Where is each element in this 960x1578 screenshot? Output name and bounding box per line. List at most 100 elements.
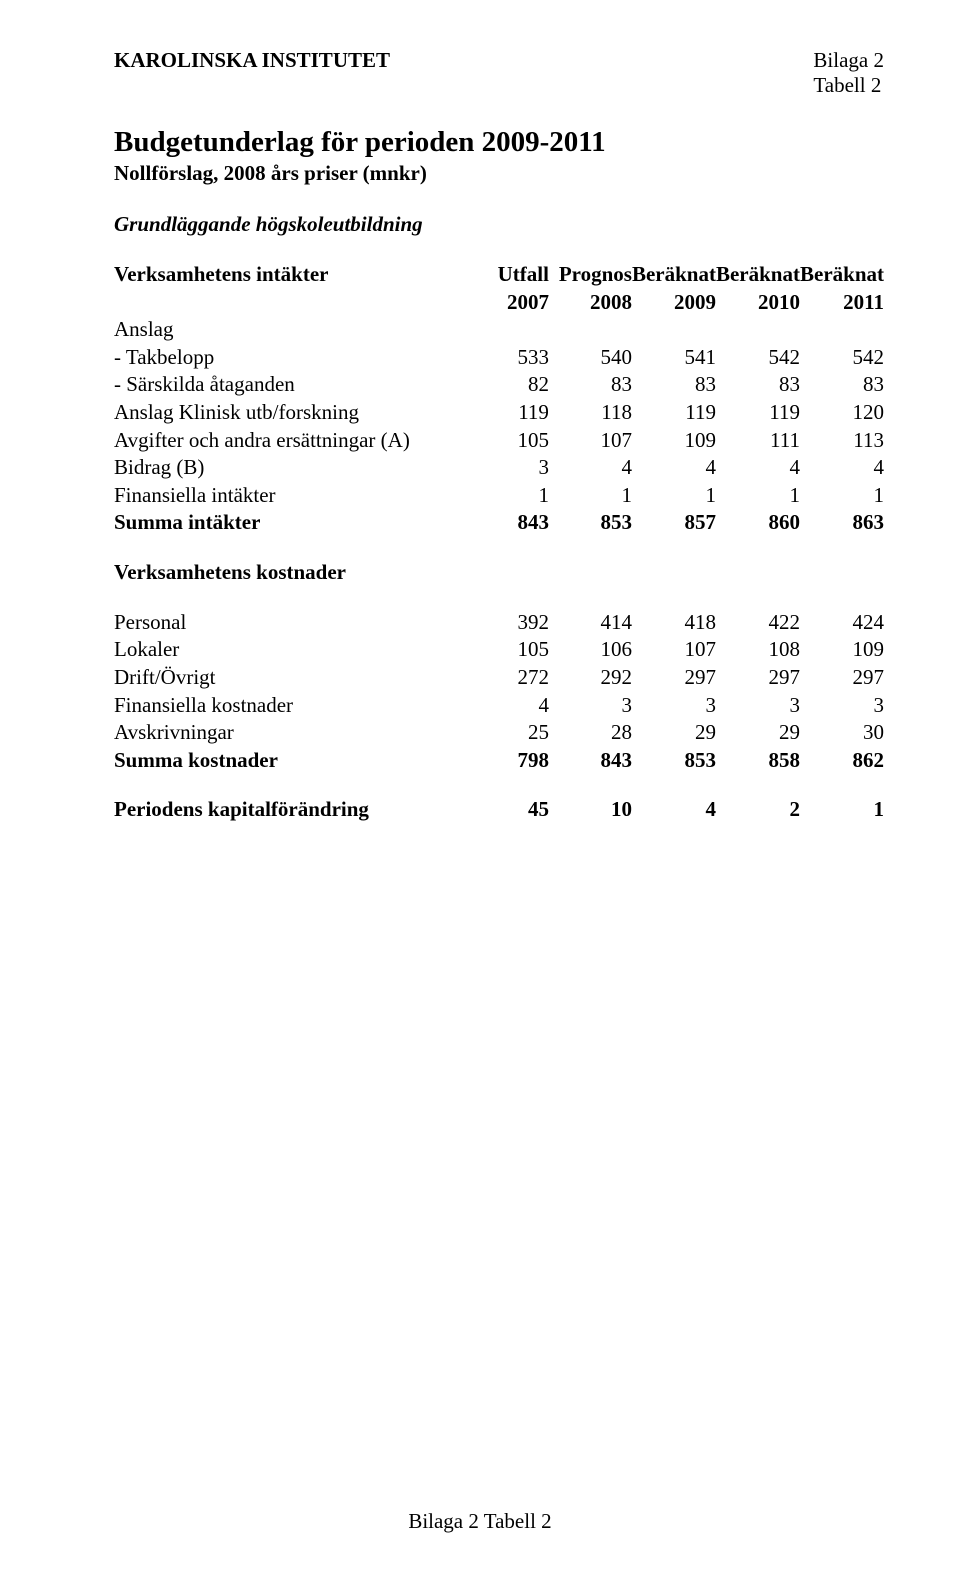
period-value: 4 — [632, 796, 716, 824]
row-value: 107 — [632, 636, 716, 664]
table-row: Avskrivningar 25 28 29 29 30 — [114, 719, 884, 747]
row-value: 533 — [466, 344, 549, 372]
row-value: 424 — [800, 609, 884, 637]
row-label: Lokaler — [114, 636, 466, 664]
row-value: 297 — [716, 664, 800, 692]
row-value: 1 — [632, 482, 716, 510]
col-year: 2007 — [466, 289, 549, 317]
row-value: 1 — [716, 482, 800, 510]
col-year: 2011 — [800, 289, 884, 317]
row-label: - Takbelopp — [114, 344, 466, 372]
sum-value: 843 — [466, 509, 549, 537]
row-value: 4 — [466, 692, 549, 720]
row-value: 3 — [632, 692, 716, 720]
row-value: 3 — [716, 692, 800, 720]
row-value: 418 — [632, 609, 716, 637]
row-label: Finansiella kostnader — [114, 692, 466, 720]
row-label: Avgifter och andra ersättningar (A) — [114, 427, 466, 455]
row-value: 105 — [466, 427, 549, 455]
sum-value: 857 — [632, 509, 716, 537]
row-value: 83 — [800, 371, 884, 399]
sum-value: 863 — [800, 509, 884, 537]
attachment-ref: Bilaga 2 Tabell 2 — [813, 48, 884, 98]
sum-value: 858 — [716, 747, 800, 775]
period-value: 45 — [466, 796, 549, 824]
sum-value: 853 — [549, 509, 632, 537]
main-title: Budgetunderlag för perioden 2009-2011 — [114, 126, 884, 159]
row-value: 414 — [549, 609, 632, 637]
row-value: 1 — [800, 482, 884, 510]
period-label: Periodens kapitalförändring — [114, 796, 466, 824]
period-value: 10 — [549, 796, 632, 824]
col-head: Beräknat — [716, 261, 800, 289]
sum-value: 862 — [800, 747, 884, 775]
row-value: 109 — [800, 636, 884, 664]
page-footer: Bilaga 2 Tabell 2 — [0, 1509, 960, 1534]
row-value: 29 — [632, 719, 716, 747]
row-value: 28 — [549, 719, 632, 747]
col-year: 2010 — [716, 289, 800, 317]
col-year: 2009 — [632, 289, 716, 317]
row-value: 292 — [549, 664, 632, 692]
kostnader-heading: Verksamhetens kostnader — [114, 559, 466, 587]
row-value: 3 — [800, 692, 884, 720]
row-label: - Särskilda åtaganden — [114, 371, 466, 399]
row-value: 540 — [549, 344, 632, 372]
intakter-heading: Verksamhetens intäkter — [114, 261, 466, 289]
col-head: Prognos — [549, 261, 632, 289]
row-value: 3 — [549, 692, 632, 720]
column-header-row-1: Verksamhetens intäkter Utfall Prognos Be… — [114, 261, 884, 289]
page-header: KAROLINSKA INSTITUTET Bilaga 2 Tabell 2 — [114, 48, 884, 98]
row-value: 83 — [549, 371, 632, 399]
spacer-row — [114, 774, 884, 796]
budget-table: Verksamhetens intäkter Utfall Prognos Be… — [114, 261, 884, 824]
row-label: Finansiella intäkter — [114, 482, 466, 510]
sum-row: Summa intäkter 843 853 857 860 863 — [114, 509, 884, 537]
row-value: 392 — [466, 609, 549, 637]
sum-value: 843 — [549, 747, 632, 775]
row-value: 25 — [466, 719, 549, 747]
col-head: Beräknat — [632, 261, 716, 289]
row-value: 29 — [716, 719, 800, 747]
row-value: 109 — [632, 427, 716, 455]
page: KAROLINSKA INSTITUTET Bilaga 2 Tabell 2 … — [0, 0, 960, 1578]
row-value: 119 — [716, 399, 800, 427]
row-value: 1 — [466, 482, 549, 510]
column-header-row-2: 2007 2008 2009 2010 2011 — [114, 289, 884, 317]
row-value: 4 — [716, 454, 800, 482]
subtitle: Nollförslag, 2008 års priser (mnkr) — [114, 161, 884, 186]
row-label: Bidrag (B) — [114, 454, 466, 482]
row-label: Drift/Övrigt — [114, 664, 466, 692]
row-value: 3 — [466, 454, 549, 482]
table-row: Bidrag (B) 3 4 4 4 4 — [114, 454, 884, 482]
kostnader-heading-row: Verksamhetens kostnader — [114, 559, 884, 587]
sum-value: 860 — [716, 509, 800, 537]
table-row: Finansiella intäkter 1 1 1 1 1 — [114, 482, 884, 510]
row-value: 108 — [716, 636, 800, 664]
row-value: 83 — [632, 371, 716, 399]
section-title: Grundläggande högskoleutbildning — [114, 212, 884, 237]
table-row: - Takbelopp 533 540 541 542 542 — [114, 344, 884, 372]
row-label: Avskrivningar — [114, 719, 466, 747]
sum-label: Summa intäkter — [114, 509, 466, 537]
row-value: 542 — [800, 344, 884, 372]
table-row: - Särskilda åtaganden 82 83 83 83 83 — [114, 371, 884, 399]
table-row: Finansiella kostnader 4 3 3 3 3 — [114, 692, 884, 720]
sum-row: Summa kostnader 798 843 853 858 862 — [114, 747, 884, 775]
row-value: 541 — [632, 344, 716, 372]
row-value: 4 — [549, 454, 632, 482]
row-value: 422 — [716, 609, 800, 637]
row-value: 4 — [632, 454, 716, 482]
col-head: Utfall — [466, 261, 549, 289]
row-value: 4 — [800, 454, 884, 482]
row-value: 30 — [800, 719, 884, 747]
col-head: Beräknat — [800, 261, 884, 289]
row-value: 83 — [716, 371, 800, 399]
period-row: Periodens kapitalförändring 45 10 4 2 1 — [114, 796, 884, 824]
period-value: 2 — [716, 796, 800, 824]
sum-value: 798 — [466, 747, 549, 775]
row-value: 111 — [716, 427, 800, 455]
row-value: 542 — [716, 344, 800, 372]
row-value: 297 — [800, 664, 884, 692]
org-name: KAROLINSKA INSTITUTET — [114, 48, 390, 73]
